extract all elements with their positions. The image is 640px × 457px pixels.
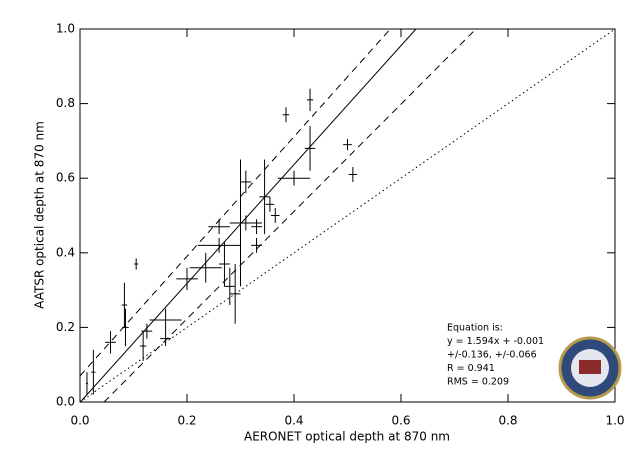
university-logo xyxy=(558,336,622,400)
x-tick-label: 0.2 xyxy=(177,414,196,428)
y-tick-label: 1.0 xyxy=(56,22,75,36)
x-tick-label: 0.0 xyxy=(70,414,89,428)
y-tick-label: 0.0 xyxy=(56,395,75,409)
x-tick-label: 1.0 xyxy=(605,414,624,428)
equation-text: RMS = 0.209 xyxy=(447,377,509,388)
y-tick-label: 0.2 xyxy=(56,320,75,334)
y-tick-label: 0.6 xyxy=(56,171,75,185)
x-tick-label: 0.6 xyxy=(391,414,410,428)
y-tick-label: 0.4 xyxy=(56,245,75,259)
reference-line xyxy=(103,28,477,403)
equation-text: Equation is: xyxy=(447,323,503,334)
plot-frame xyxy=(79,28,616,403)
equation-text: y = 1.594x + -0.001 xyxy=(447,336,544,347)
y-tick-label: 0.8 xyxy=(56,96,75,110)
x-tick-label: 0.8 xyxy=(498,414,517,428)
reference-line xyxy=(79,28,616,403)
reference-line xyxy=(79,28,417,403)
equation-text: +/-0.136, +/-0.066 xyxy=(447,350,537,361)
x-tick-label: 0.4 xyxy=(284,414,303,428)
equation-text: R = 0.941 xyxy=(447,363,495,374)
x-axis-label: AERONET optical depth at 870 nm xyxy=(244,430,450,444)
y-axis-label: AATSR optical depth at 870 nm xyxy=(33,121,47,309)
reference-line xyxy=(79,28,391,377)
